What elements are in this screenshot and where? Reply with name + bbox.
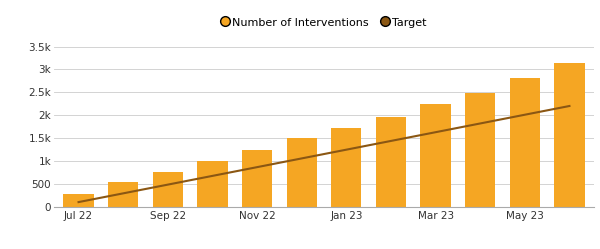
Bar (197, 161, 227, 207)
Bar (64, 194, 94, 207)
Legend: Number of Interventions, Target: Number of Interventions, Target (217, 12, 431, 32)
Bar (421, 104, 451, 207)
Bar (331, 128, 361, 207)
Bar (554, 62, 584, 207)
Bar (509, 78, 540, 207)
Bar (287, 137, 317, 207)
Bar (152, 172, 183, 207)
Bar (108, 183, 139, 207)
Bar (376, 117, 406, 207)
Bar (242, 150, 272, 207)
Bar (465, 93, 496, 207)
